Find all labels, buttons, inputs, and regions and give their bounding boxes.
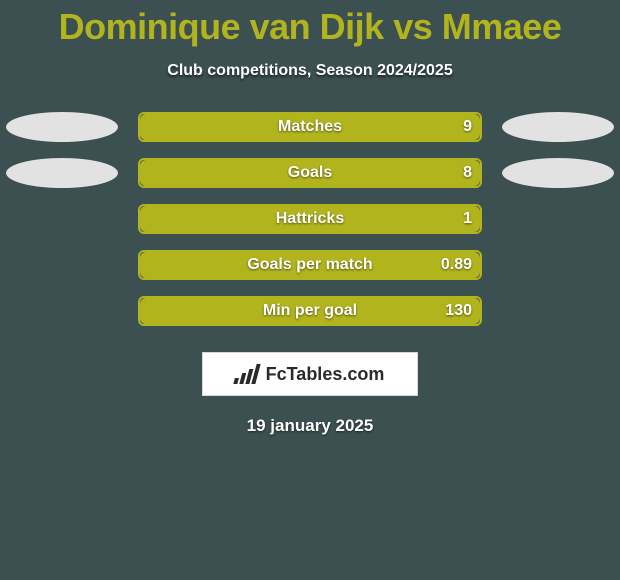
- stat-label: Hattricks: [140, 206, 480, 232]
- stat-value-right: 0.89: [441, 250, 472, 280]
- title-player-a: Dominique van Dijk: [59, 6, 384, 47]
- stat-bar: Hattricks: [138, 204, 482, 234]
- stat-row: Goals per match0.89: [0, 250, 620, 296]
- bar-chart-icon: [233, 364, 260, 384]
- player-b-ellipse: [502, 112, 614, 142]
- stat-label: Goals: [140, 160, 480, 186]
- player-b-ellipse: [502, 158, 614, 188]
- stat-row: Goals8: [0, 158, 620, 204]
- stat-value-right: 8: [463, 158, 472, 188]
- title-vs: vs: [393, 6, 432, 47]
- stats-rows: Matches9Goals8Hattricks1Goals per match0…: [0, 112, 620, 342]
- stat-value-right: 9: [463, 112, 472, 142]
- logo-box: FcTables.com: [202, 352, 418, 396]
- stat-row: Matches9: [0, 112, 620, 158]
- stat-bar: Matches: [138, 112, 482, 142]
- stat-row: Min per goal130: [0, 296, 620, 342]
- stat-label: Goals per match: [140, 252, 480, 278]
- stat-label: Min per goal: [140, 298, 480, 324]
- player-a-ellipse: [6, 158, 118, 188]
- stat-value-right: 1: [463, 204, 472, 234]
- player-a-ellipse: [6, 112, 118, 142]
- stat-bar: Goals: [138, 158, 482, 188]
- date-text: 19 january 2025: [0, 416, 620, 436]
- stat-row: Hattricks1: [0, 204, 620, 250]
- page-title: Dominique van Dijk vs Mmaee: [0, 0, 620, 48]
- stat-label: Matches: [140, 114, 480, 140]
- logo-text: FcTables.com: [266, 364, 385, 385]
- stat-bar: Min per goal: [138, 296, 482, 326]
- stat-value-right: 130: [445, 296, 472, 326]
- subtitle: Club competitions, Season 2024/2025: [0, 62, 620, 80]
- stat-bar: Goals per match: [138, 250, 482, 280]
- title-player-b: Mmaee: [442, 6, 562, 47]
